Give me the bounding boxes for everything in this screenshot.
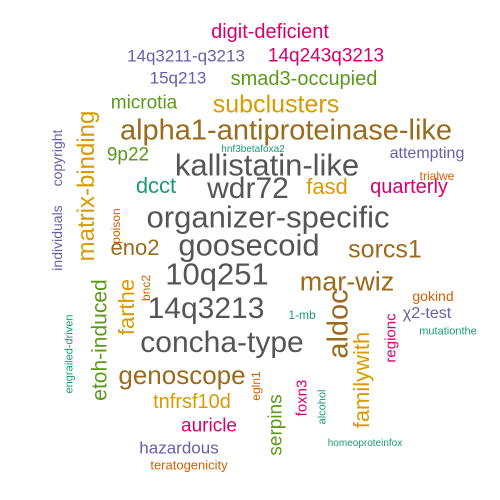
word: etoh-induced: [88, 279, 112, 401]
word: foxn3: [293, 379, 311, 417]
word: digit-deficient: [211, 21, 329, 43]
word: goosecoid: [178, 227, 320, 263]
word: dcct: [135, 173, 177, 198]
word: 14q243q3213: [267, 45, 385, 67]
word: serpins: [265, 394, 287, 456]
word: genoscope: [118, 360, 246, 390]
word: alcohol: [316, 389, 329, 425]
word: kallistatin-like: [174, 147, 360, 183]
word: wdr72: [207, 172, 289, 205]
word: gokind: [412, 288, 454, 304]
word: subclusters: [212, 90, 340, 119]
word: engrailed-driven: [63, 314, 76, 394]
word: teratogenicity: [150, 457, 228, 473]
word: trialwe: [419, 169, 455, 183]
word: fasd: [306, 174, 348, 199]
word: smad3-occupied: [230, 68, 378, 90]
word: attempting: [389, 145, 465, 162]
word: familywith: [349, 331, 374, 429]
word: 14q3213: [147, 292, 265, 325]
word: organizer-specific: [146, 199, 390, 235]
word: 1-mb: [288, 308, 316, 322]
word: 9p22: [106, 144, 150, 166]
word: matrix-binding: [73, 110, 100, 262]
word: hazardous: [139, 438, 219, 458]
word: sorcs1: [348, 235, 422, 264]
word: hnf3betafoxa2: [221, 144, 285, 155]
word: microtia: [110, 92, 178, 114]
word: quarterly: [370, 176, 448, 198]
word: χ2-test: [402, 305, 452, 322]
word: individuals: [49, 205, 65, 271]
word: tnfrsf10d: [153, 391, 231, 413]
word: alpha1-antiproteinase-like: [119, 114, 453, 147]
word: eno2: [110, 235, 160, 260]
word: egln1: [249, 371, 263, 401]
word: homeoproteinfox: [327, 438, 403, 449]
word: mutationthe: [419, 325, 477, 338]
word: concha-type: [140, 326, 304, 359]
word: auricle: [181, 415, 237, 437]
word: 14q3211-q3213: [127, 46, 245, 66]
word: mar-wiz: [299, 266, 395, 297]
word: 15q213: [149, 68, 207, 88]
word: copyright: [49, 129, 65, 187]
word: 10q251: [165, 256, 269, 292]
word: farthe: [114, 278, 139, 336]
word: regionc: [382, 313, 400, 363]
